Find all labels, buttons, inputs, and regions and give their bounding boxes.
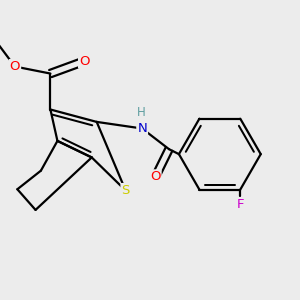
Text: H: H — [137, 106, 146, 119]
Text: N: N — [137, 122, 147, 135]
Text: S: S — [122, 184, 130, 197]
Text: F: F — [236, 198, 244, 211]
Text: O: O — [10, 60, 20, 73]
Text: O: O — [79, 55, 89, 68]
Text: O: O — [150, 170, 160, 183]
